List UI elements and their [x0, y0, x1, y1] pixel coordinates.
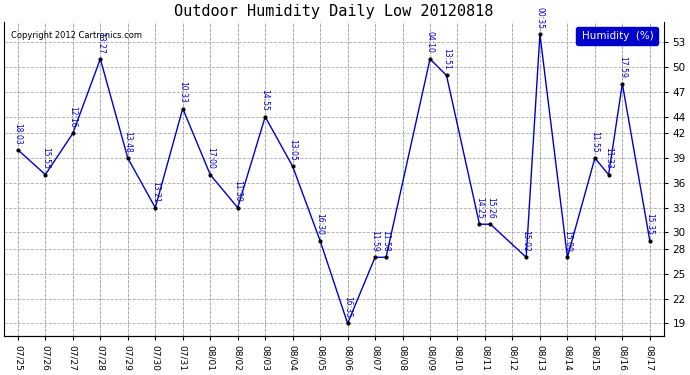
Text: Copyright 2012 Cartronics.com: Copyright 2012 Cartronics.com [11, 31, 141, 40]
Text: 11:58: 11:58 [382, 230, 391, 252]
Text: 14:25: 14:25 [475, 197, 484, 219]
Text: 13:27: 13:27 [96, 32, 105, 53]
Text: 15:55: 15:55 [41, 147, 50, 169]
Text: 11:33: 11:33 [604, 147, 613, 169]
Text: 15:02: 15:02 [522, 230, 531, 252]
Legend: Humidity  (%): Humidity (%) [576, 27, 658, 45]
Text: 11:30: 11:30 [233, 180, 242, 202]
Text: 14:55: 14:55 [261, 89, 270, 111]
Text: 12:16: 12:16 [68, 106, 77, 128]
Text: 15:35: 15:35 [645, 213, 654, 235]
Text: 00:35: 00:35 [535, 7, 544, 28]
Text: 11:59: 11:59 [371, 230, 380, 252]
Title: Outdoor Humidity Daily Low 20120818: Outdoor Humidity Daily Low 20120818 [174, 4, 493, 19]
Text: 16:30: 16:30 [315, 213, 324, 235]
Text: 16:35: 16:35 [343, 296, 352, 318]
Text: 11:55: 11:55 [591, 131, 600, 153]
Text: 13:05: 13:05 [288, 139, 297, 161]
Text: 04:10: 04:10 [426, 32, 435, 53]
Text: 15:00: 15:00 [563, 230, 572, 252]
Text: 17:00: 17:00 [206, 147, 215, 169]
Text: 17:59: 17:59 [618, 56, 627, 78]
Text: 15:26: 15:26 [486, 197, 495, 219]
Text: 13:51: 13:51 [442, 48, 451, 70]
Text: 18:03: 18:03 [13, 123, 22, 144]
Text: 13:21: 13:21 [151, 180, 160, 202]
Text: 13:48: 13:48 [124, 131, 132, 153]
Text: 10:33: 10:33 [178, 81, 187, 103]
